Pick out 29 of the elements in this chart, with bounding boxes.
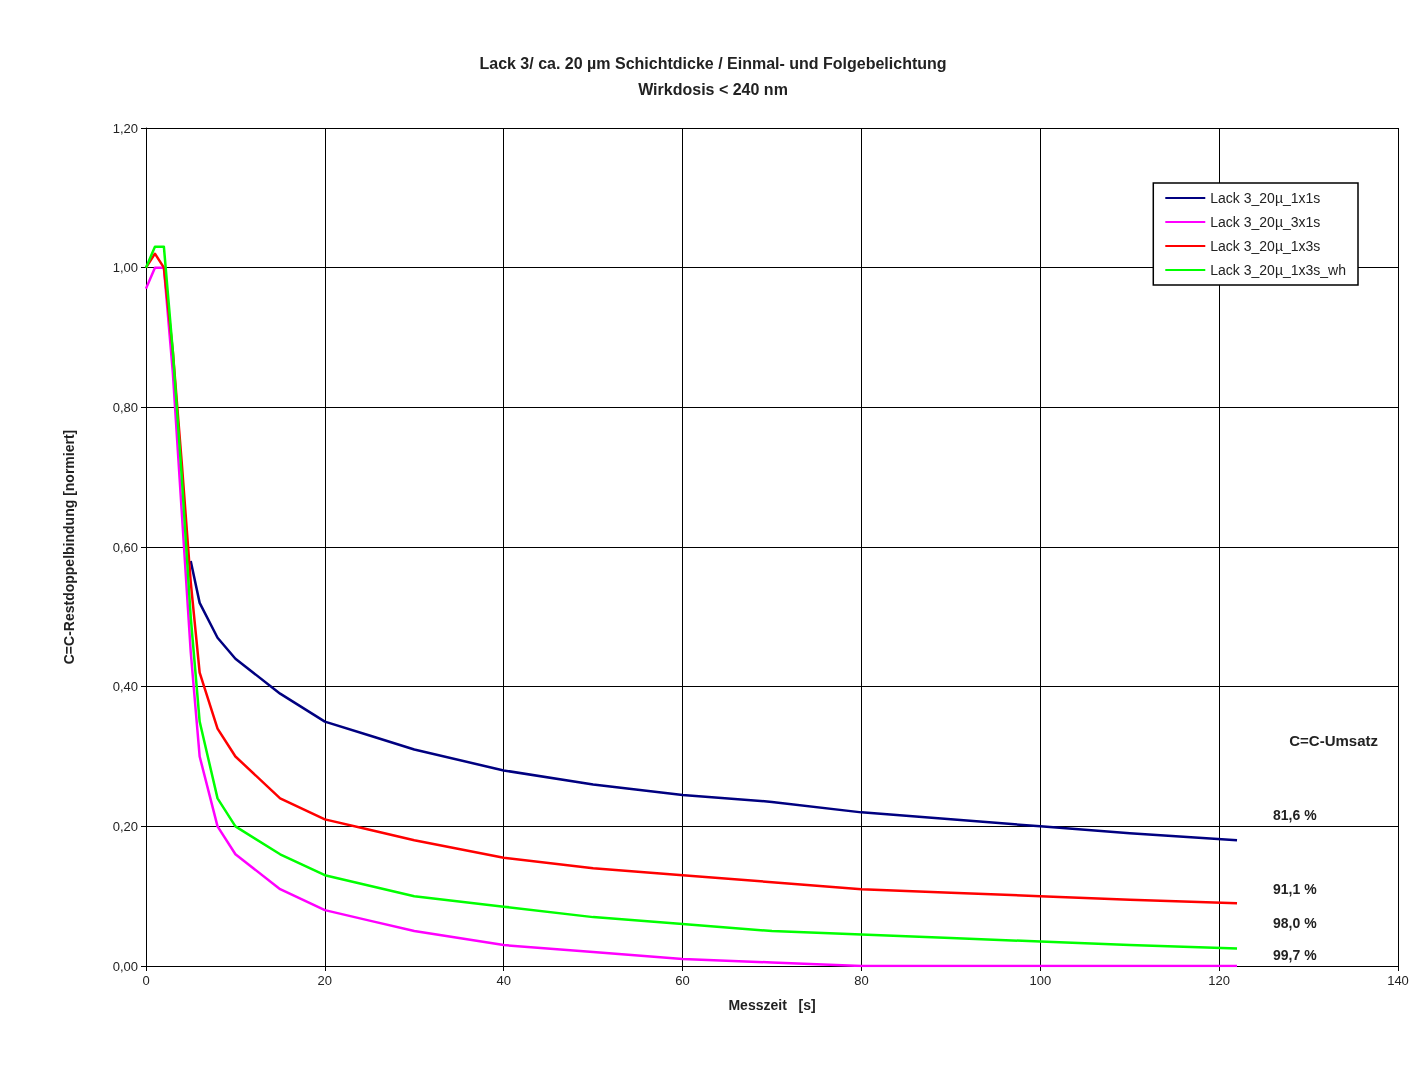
x-tick-label: 140 <box>1387 973 1409 988</box>
y-tick-label: 0,00 <box>112 958 138 974</box>
line-series <box>189 559 1239 842</box>
x-tick-label: 80 <box>854 973 869 988</box>
annotation: 99,7 % <box>1273 947 1318 963</box>
annotation: 91,1 % <box>1273 881 1318 897</box>
chart-subtitle: Wirkdosis < 240 nm <box>638 80 788 98</box>
x-axis-title: Messzeit [s] <box>728 997 816 1013</box>
x-tick-label: 120 <box>1208 973 1230 988</box>
legend-label: Lack 3_20µ_1x3s <box>1210 238 1321 254</box>
y-tick-label: 0,20 <box>112 818 138 834</box>
legend-label: Lack 3_20µ_1x1s <box>1210 190 1321 206</box>
annotation: 81,6 % <box>1273 807 1318 823</box>
legend-label: Lack 3_20µ_1x3s_wh <box>1210 262 1346 278</box>
chart-title: Lack 3/ ca. 20 µm Schichtdicke / Einmal- und Folgebelichtung <box>479 54 947 72</box>
y-tick-label: 0,60 <box>112 539 138 555</box>
y-tick-label: 0,80 <box>112 399 138 415</box>
annotation: 98,0 % <box>1273 915 1318 931</box>
x-tick-label: 60 <box>675 973 690 988</box>
annotation: C=C-Umsatz <box>1289 732 1379 749</box>
y-tick-label: 1,20 <box>112 120 138 136</box>
x-tick-label: 0 <box>142 973 150 988</box>
x-tick-label: 100 <box>1029 973 1052 988</box>
y-tick-label: 1,00 <box>112 260 138 276</box>
x-tick-label: 40 <box>496 973 511 988</box>
x-tick-label: 20 <box>317 973 333 988</box>
y-tick-label: 0,40 <box>112 679 138 695</box>
legend-label: Lack 3_20µ_3x1s <box>1210 214 1321 230</box>
y-axis-title: C=C-Restdoppelbindung [normiert] <box>61 429 77 665</box>
